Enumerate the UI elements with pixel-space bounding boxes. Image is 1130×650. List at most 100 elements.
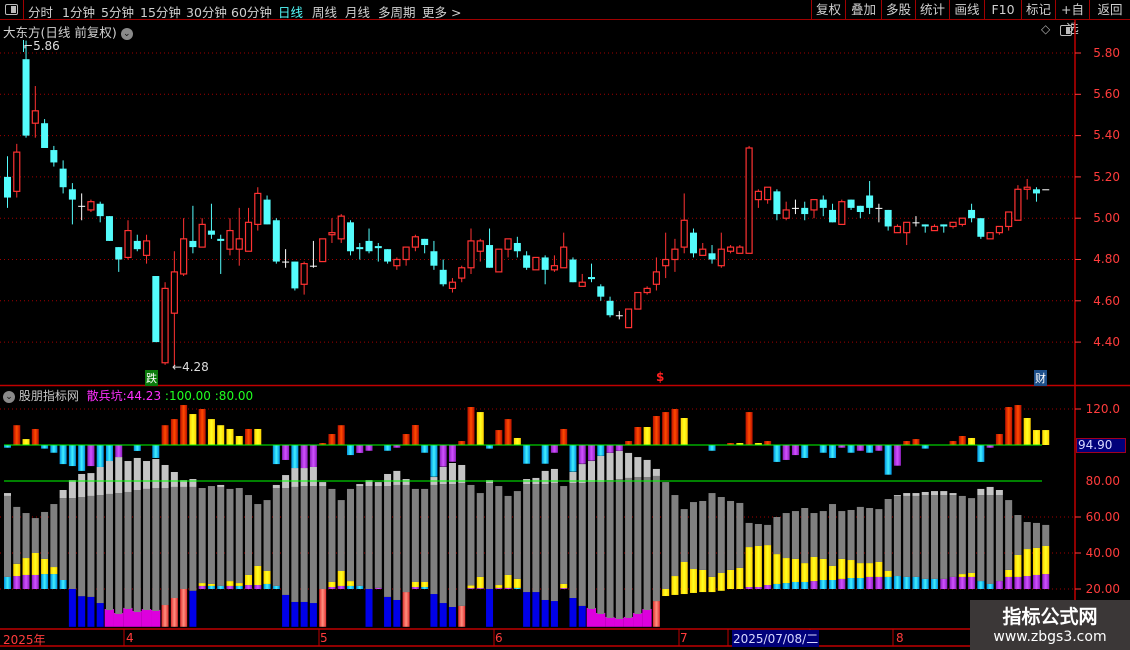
indicator-grey-bar (96, 495, 104, 604)
price-axis-tick: 5.20 (1093, 170, 1120, 184)
candle-body-down (856, 205, 864, 213)
candle-body-up (949, 221, 957, 228)
indicator-below-bar (652, 601, 660, 627)
indicator-below-bar (170, 598, 178, 627)
period-tab[interactable]: 30分钟 (186, 5, 227, 20)
period-tab-active[interactable]: 日线 (278, 5, 304, 20)
indicator-yellow-bar (782, 558, 790, 584)
high-price-label: ⌐5.86 (23, 39, 60, 53)
statistics-button[interactable]: 统计 (915, 0, 949, 20)
indicator-signal-bar (541, 445, 549, 464)
chevron-down-icon[interactable]: ⌄ (3, 390, 15, 403)
panel-toggle-icon[interactable] (0, 0, 24, 20)
restore-rights-button[interactable]: 复权 (811, 0, 845, 20)
period-tab[interactable]: 15分钟 (140, 5, 181, 20)
indicator-lightgrey-bar (588, 461, 596, 483)
back-button[interactable]: 返回 (1089, 0, 1130, 20)
indicator-signal-bar (152, 445, 160, 458)
indicator-grey-bar (884, 499, 892, 571)
indicator-low-bar (801, 581, 809, 589)
multi-stock-button[interactable]: 多股 (881, 0, 915, 20)
indicator-low-bar (421, 587, 429, 589)
indicator-yellow-bar (1032, 547, 1040, 575)
indicator-lightgrey-bar (643, 459, 651, 478)
indicator-magenta-area (113, 612, 124, 627)
chevron-down-icon[interactable]: ⌄ (120, 27, 133, 40)
indicator-grey-bar (578, 482, 586, 606)
indicator-low-bar (791, 581, 799, 589)
candle-body-up (717, 248, 725, 267)
dollar-marker[interactable]: $ (656, 370, 665, 384)
candle-body-up (319, 238, 327, 263)
finance-marker[interactable]: 财 (1034, 370, 1047, 386)
indicator-low-bar (977, 581, 985, 589)
indicator-yellow-bar (764, 545, 772, 586)
indicator-source: 股朋指标网 (18, 389, 79, 403)
indicator-grey-bar (115, 493, 123, 615)
indicator-grey-bar (893, 495, 901, 577)
indicator-grey-bar (180, 486, 188, 589)
drop-marker[interactable]: 跌 (145, 370, 158, 386)
period-tab[interactable]: 5分钟 (101, 5, 134, 20)
indicator-signal-bar (921, 445, 929, 449)
indicator-below-bar (541, 599, 549, 627)
indicator-grey-bar (958, 495, 966, 575)
indicator-below-bar (430, 594, 438, 627)
period-tab[interactable]: 分时 (28, 5, 54, 20)
indicator-grey-bar (337, 500, 345, 571)
indicator-grey-bar (764, 524, 772, 546)
period-tab[interactable]: 月线 (345, 5, 371, 20)
indicator-signal-bar (569, 445, 577, 472)
candle-body-down (940, 224, 948, 227)
f10-button[interactable]: F10 (984, 0, 1021, 20)
indicator-lightgrey-bar (4, 493, 11, 496)
indicator-signal-bar (430, 445, 438, 477)
indicator-signal-bar (22, 439, 30, 445)
indicator-low-bar (356, 585, 364, 589)
indicator-grey-bar (1042, 524, 1050, 546)
indicator-grey-bar (838, 511, 846, 559)
candle-body-up (1023, 186, 1031, 190)
indicator-yellow-bar (819, 558, 827, 580)
indicator-grey-bar (727, 500, 735, 570)
indicator-signal-bar (50, 445, 58, 453)
indicator-yellow-bar (958, 574, 966, 577)
indicator-grey-bar (41, 511, 49, 559)
indicator-grey-bar (597, 482, 605, 615)
more-periods-button[interactable]: 更多 > (422, 5, 462, 20)
indicator-grey-bar (22, 513, 30, 559)
period-tab[interactable]: 60分钟 (231, 5, 272, 20)
indicator-low-bar (59, 580, 67, 589)
indicator-low-bar (1032, 574, 1040, 589)
candle-body-down (513, 242, 521, 252)
indicator-grey-bar (226, 488, 234, 582)
diamond-icon[interactable]: ◇ (1041, 22, 1051, 36)
period-tab[interactable]: 1分钟 (62, 5, 95, 20)
indicator-signal-bar (986, 445, 994, 448)
indicator-yellow-bar (411, 581, 419, 588)
overlay-button[interactable]: 叠加 (845, 0, 881, 20)
indicator-grey-bar (680, 509, 688, 562)
indicator-signal-bar (1014, 405, 1022, 445)
panel-toggle-icon[interactable] (1060, 25, 1072, 36)
indicator-yellow-bar (1023, 549, 1031, 577)
candle-body-up (624, 308, 633, 329)
indicator-grey-bar (736, 502, 744, 568)
indicator-lightgrey-bar (59, 490, 67, 499)
candle-body-down (847, 199, 855, 208)
indicator-grey-bar (801, 508, 809, 564)
candle-body-down (189, 240, 197, 248)
indicator-signal-bar (615, 445, 623, 451)
indicator-grey-bar (430, 484, 438, 595)
candle-body-up (226, 229, 234, 250)
period-tab[interactable]: 多周期 (378, 5, 416, 20)
indicator-low-bar (245, 585, 253, 589)
candle-body-down (263, 199, 271, 225)
indicator-lightgrey-bar (486, 480, 494, 483)
mark-button[interactable]: 标记 (1021, 0, 1055, 20)
candle-body-up (903, 221, 911, 234)
period-tab[interactable]: 周线 (312, 5, 338, 20)
draw-line-button[interactable]: 画线 (949, 0, 984, 20)
indicator-lightgrey-bar (606, 452, 614, 481)
